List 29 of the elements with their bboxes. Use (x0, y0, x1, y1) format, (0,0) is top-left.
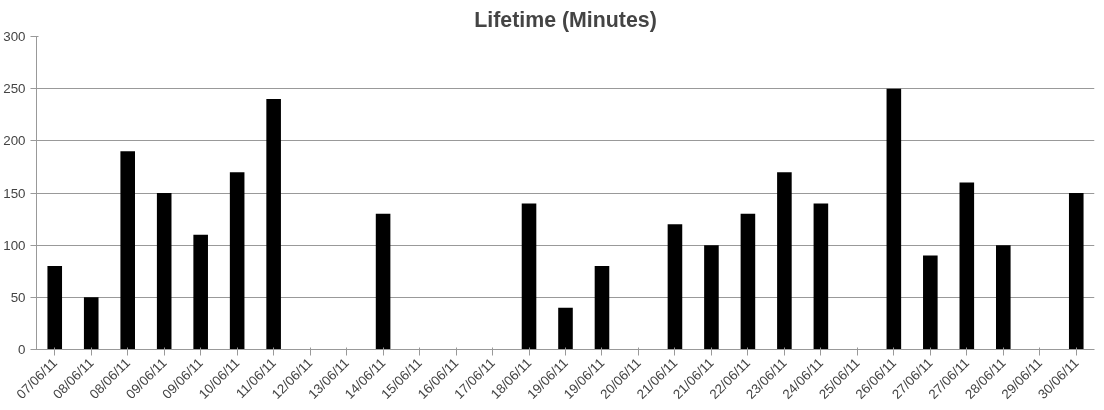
bar (996, 245, 1011, 350)
bar (886, 88, 902, 350)
bar (83, 297, 99, 350)
bar (521, 203, 537, 350)
bar (959, 182, 975, 350)
bar (229, 172, 245, 350)
bar (813, 203, 829, 350)
bar (47, 266, 63, 350)
bar (156, 193, 172, 350)
chart-title: Lifetime (Minutes) (474, 7, 657, 32)
bar (704, 245, 719, 350)
y-tick-label: 200 (3, 133, 26, 149)
y-tick-label: 250 (3, 81, 26, 97)
bar (266, 99, 281, 350)
bar (667, 224, 683, 350)
y-tick-label: 150 (3, 185, 26, 201)
bar (375, 213, 391, 350)
bar (120, 151, 135, 350)
bar (594, 266, 610, 350)
bar (777, 172, 792, 350)
y-tick-label: 300 (3, 29, 26, 44)
bar (193, 234, 208, 350)
bar (1068, 193, 1084, 350)
bar (558, 307, 573, 350)
bar (740, 213, 756, 350)
y-tick-label: 0 (18, 342, 26, 357)
y-tick-label: 50 (10, 289, 26, 305)
y-tick-label: 100 (3, 237, 26, 253)
bar (923, 255, 938, 350)
